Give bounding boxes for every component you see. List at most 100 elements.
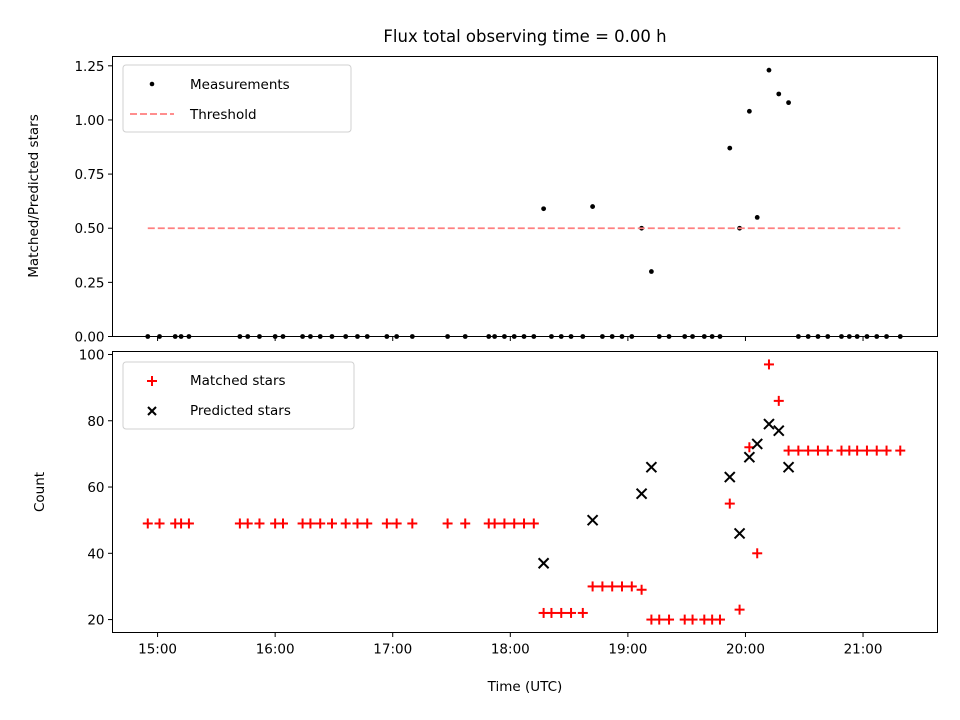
measurement-point — [541, 206, 547, 212]
x-tick-label: 20:00 — [726, 642, 765, 658]
measurement-point — [754, 214, 760, 220]
count-y-axis: 20 40 60 80 100 — [79, 347, 113, 629]
matched-stars-point — [546, 607, 557, 618]
x-tick-label: 19:00 — [608, 642, 647, 658]
count-legend[interactable]: Matched stars Predicted stars — [122, 361, 355, 430]
x-tick-label: 21:00 — [844, 642, 883, 658]
y-tick-label: 20 — [87, 613, 104, 629]
measurement-point — [590, 204, 596, 209]
matched-stars-point — [803, 445, 814, 456]
matched-stars-point — [362, 518, 373, 529]
matched-stars-point — [407, 518, 418, 529]
matched-stars-point — [305, 518, 316, 529]
matched-stars-point — [812, 445, 823, 456]
y-tick-label: 1.00 — [74, 113, 104, 129]
predicted-stars-point — [751, 438, 763, 450]
predicted-stars-point — [724, 471, 736, 483]
matched-stars-point — [783, 445, 794, 456]
count-x-axis: 15:00 16:00 17:00 18:00 19:00 20:00 21:00 — [138, 632, 883, 658]
matched-stars-point — [340, 518, 351, 529]
predicted-stars-point — [537, 557, 550, 569]
matched-stars-point — [636, 584, 647, 595]
legend-measurements-label: Measurements — [190, 77, 290, 93]
matched-stars-point — [714, 614, 725, 625]
y-tick-label: 40 — [87, 546, 104, 562]
measurement-point — [746, 108, 752, 114]
legend-measurements-marker — [149, 81, 155, 87]
x-axis-label: Time (UTC) — [487, 679, 563, 695]
predicted-stars-point — [763, 418, 775, 430]
ratio-legend-box — [122, 64, 352, 133]
matched-stars-point — [352, 518, 363, 529]
matched-stars-point — [724, 498, 735, 509]
y-tick-label: 80 — [87, 414, 104, 430]
matched-stars-point — [577, 607, 588, 618]
ratio-y-axis: 0.00 0.25 0.50 0.75 1.00 1.25 — [74, 59, 113, 346]
matched-stars-point — [566, 607, 577, 618]
matched-stars-point — [528, 518, 539, 529]
y-tick-label: 1.25 — [74, 59, 104, 75]
matched-stars-point — [734, 604, 745, 615]
predicted-stars-point — [586, 514, 599, 526]
predicted-stars-point — [635, 487, 648, 500]
ratio-panel: 0.00 0.25 0.50 0.75 1.00 1.25 Matched/Predict… — [26, 56, 938, 346]
predicted-stars-point — [733, 527, 746, 540]
legend-matched-marker — [147, 376, 157, 386]
matched-stars-point — [861, 445, 872, 456]
measurement-point — [648, 269, 654, 274]
x-tick-label: 15:00 — [138, 642, 177, 658]
matched-stars-point — [587, 581, 598, 592]
predicted-stars-point — [743, 451, 756, 463]
matched-stars-point — [687, 614, 698, 625]
matched-stars-point — [442, 518, 453, 529]
matched-stars-point — [509, 518, 520, 529]
matched-stars-point — [822, 445, 833, 456]
matched-stars-point — [617, 581, 628, 592]
matched-stars-point — [499, 518, 510, 529]
count-y-axis-label: Count — [32, 472, 48, 512]
matched-stars-point — [881, 445, 892, 456]
matched-stars-point — [626, 581, 637, 592]
count-plot-area — [142, 359, 906, 625]
count-panel: 20 40 60 80 100 15:00 16:00 17:00 18:00 19:00 20:… — [32, 347, 938, 695]
matched-stars-point — [154, 518, 165, 529]
y-tick-label: 0.00 — [74, 330, 104, 346]
measurement-point — [776, 91, 782, 97]
legend-threshold-label: Threshold — [189, 107, 257, 123]
matched-stars-point — [254, 518, 265, 529]
ratio-axes-frame — [112, 56, 938, 337]
y-tick-label: 60 — [87, 480, 104, 496]
predicted-stars-point — [773, 424, 785, 437]
matched-stars-point — [607, 581, 618, 592]
matched-stars-point — [773, 395, 784, 406]
x-tick-label: 17:00 — [373, 642, 412, 658]
matched-stars-point — [519, 518, 530, 529]
y-tick-label: 0.50 — [74, 221, 104, 237]
count-axes-frame — [112, 351, 938, 633]
matched-stars-point — [242, 518, 253, 529]
measurement-point — [727, 145, 733, 151]
x-tick-label: 18:00 — [491, 642, 530, 658]
y-tick-label: 0.75 — [74, 167, 104, 183]
matched-stars-point — [871, 445, 882, 456]
matched-stars-point — [654, 614, 665, 625]
matched-stars-point — [489, 518, 500, 529]
matched-stars-point — [381, 518, 392, 529]
matched-stars-point — [391, 518, 402, 529]
predicted-stars-point — [645, 461, 658, 473]
matched-stars-point — [793, 445, 804, 456]
ratio-legend[interactable]: Measurements Threshold — [122, 64, 352, 133]
matched-stars-point — [763, 359, 774, 370]
matched-stars-point — [556, 607, 567, 618]
measurement-point — [766, 67, 772, 73]
matched-stars-point — [664, 614, 675, 625]
measurement-point — [786, 100, 791, 106]
predicted-stars-point — [782, 461, 795, 473]
legend-predicted-marker — [147, 406, 157, 416]
ratio-x-axis — [157, 336, 864, 341]
chart-title: Flux total observing time = 0.00 h — [383, 27, 666, 46]
legend-predicted-label: Predicted stars — [190, 403, 291, 419]
matched-stars-point — [326, 518, 337, 529]
matched-stars-point — [460, 518, 471, 529]
